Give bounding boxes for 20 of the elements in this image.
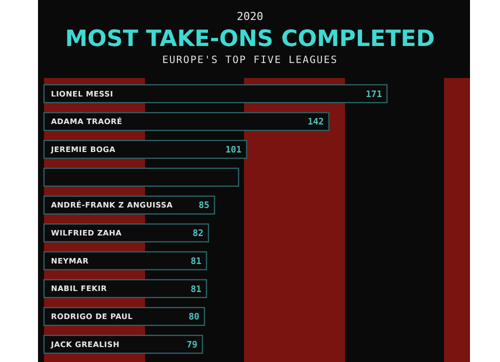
chart-title: MOST TAKE-ONS COMPLETED bbox=[65, 26, 435, 52]
data-label: 85 bbox=[198, 201, 210, 212]
data-label: 80 bbox=[188, 312, 200, 323]
bar bbox=[43, 251, 208, 270]
bar bbox=[43, 334, 204, 354]
bar bbox=[43, 279, 208, 298]
bar bbox=[43, 223, 210, 242]
data-label: 81 bbox=[190, 284, 202, 295]
data-label: 82 bbox=[192, 229, 204, 240]
data-label: 171 bbox=[366, 90, 382, 100]
data-label: 142 bbox=[308, 118, 324, 128]
data-label: 81 bbox=[190, 256, 202, 267]
text: 2020 bbox=[236, 10, 264, 23]
bar bbox=[43, 168, 240, 187]
bar bbox=[43, 140, 248, 159]
data-label: 79 bbox=[186, 340, 198, 350]
data-label: 101 bbox=[225, 146, 242, 156]
chart-subtitle: EUROPE'S TOP FIVE LEAGUES bbox=[162, 55, 338, 66]
bar bbox=[43, 84, 388, 104]
bar bbox=[43, 112, 330, 132]
